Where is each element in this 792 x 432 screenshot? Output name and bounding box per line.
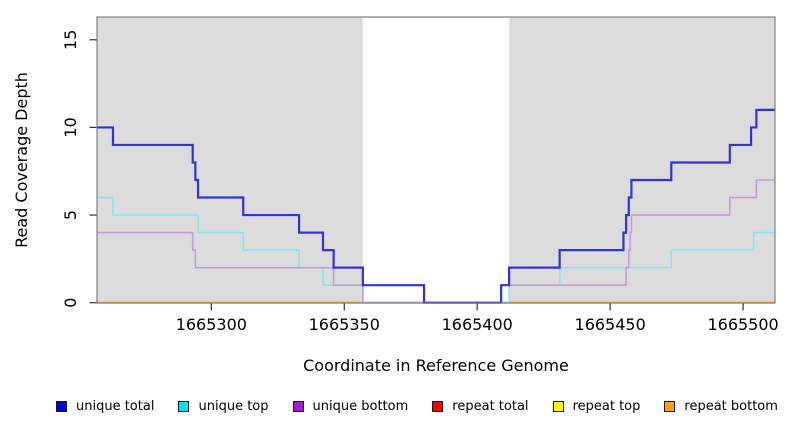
legend-label: repeat top	[572, 399, 641, 414]
legend-label: repeat bottom	[684, 399, 778, 414]
legend-label: unique top	[198, 399, 269, 414]
legend-item-unique-top: unique top	[178, 399, 269, 414]
legend-item-repeat-bottom: repeat bottom	[664, 399, 778, 414]
legend-label: repeat total	[452, 399, 529, 414]
series-line-unique-total	[97, 108, 775, 304]
legend-swatch-icon	[292, 401, 304, 412]
y-tick-label: 15	[61, 30, 80, 50]
legend: unique total unique top unique bottom repea…	[0, 399, 792, 414]
coverage-chart: 1665300 1665350 1665400 1665450 1665500 0 5 10 1…	[12, 16, 779, 375]
legend-label: unique total	[76, 399, 155, 414]
legend-item-unique-total: unique total	[56, 399, 154, 414]
x-tick-label: 1665400	[442, 315, 513, 334]
y-tick-label: 0	[61, 298, 80, 308]
legend-item-repeat-top: repeat top	[552, 399, 641, 414]
legend-label: unique bottom	[312, 399, 409, 414]
y-tick-label: 10	[61, 117, 80, 137]
legend-item-repeat-total: repeat total	[432, 399, 529, 414]
legend-swatch-icon	[552, 401, 564, 412]
x-tick-label: 1665500	[707, 315, 778, 334]
x-tick-label: 1665350	[309, 315, 380, 334]
legend-swatch-icon	[432, 401, 444, 412]
y-tick-label: 5	[61, 210, 80, 220]
axis-ticks: 1665300 1665350 1665400 1665450 1665500 0 5 10 1…	[61, 30, 779, 334]
x-tick-label: 1665300	[176, 315, 247, 334]
legend-swatch-icon	[56, 401, 67, 412]
legend-item-unique-bottom: unique bottom	[292, 399, 409, 414]
legend-swatch-icon	[178, 401, 190, 412]
plot-border	[96, 16, 776, 304]
x-tick-label: 1665450	[575, 315, 646, 334]
x-axis-title: Coordinate in Reference Genome	[303, 356, 569, 375]
y-axis-title: Read Coverage Depth	[12, 72, 31, 248]
series-line-unique-bottom	[97, 179, 775, 304]
legend-swatch-icon	[664, 401, 676, 412]
repeat-region-band	[362, 17, 510, 303]
